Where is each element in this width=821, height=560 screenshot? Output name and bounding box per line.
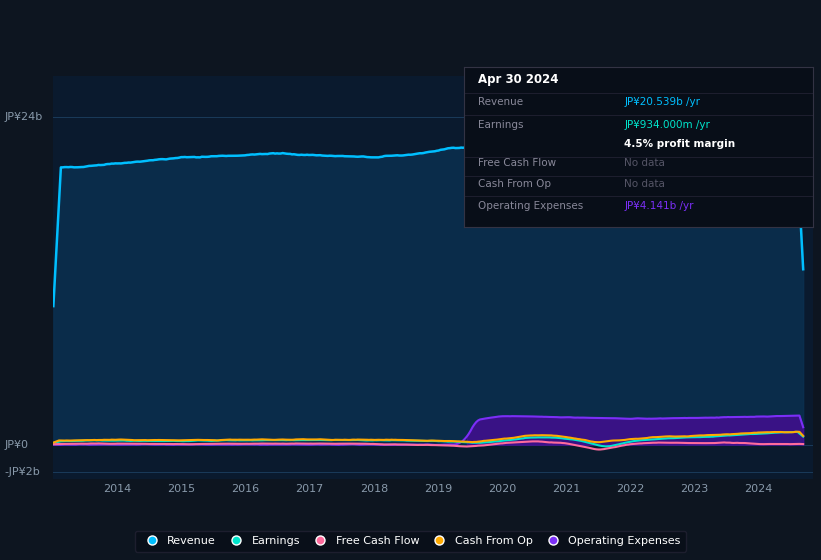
Text: JP¥934.000m /yr: JP¥934.000m /yr: [624, 120, 710, 130]
Text: -JP¥2b: -JP¥2b: [4, 467, 40, 477]
Text: JP¥24b: JP¥24b: [4, 111, 43, 122]
Text: Cash From Op: Cash From Op: [478, 179, 551, 189]
Legend: Revenue, Earnings, Free Cash Flow, Cash From Op, Operating Expenses: Revenue, Earnings, Free Cash Flow, Cash …: [135, 530, 686, 552]
Text: Operating Expenses: Operating Expenses: [478, 201, 583, 211]
Text: Earnings: Earnings: [478, 120, 523, 130]
Text: Apr 30 2024: Apr 30 2024: [478, 73, 558, 86]
Text: Revenue: Revenue: [478, 97, 523, 108]
Text: JP¥20.539b /yr: JP¥20.539b /yr: [624, 97, 700, 108]
Text: JP¥0: JP¥0: [4, 440, 28, 450]
Text: No data: No data: [624, 179, 665, 189]
Text: Free Cash Flow: Free Cash Flow: [478, 158, 556, 168]
Text: No data: No data: [624, 158, 665, 168]
Text: JP¥4.141b /yr: JP¥4.141b /yr: [624, 201, 694, 211]
Text: 4.5% profit margin: 4.5% profit margin: [624, 139, 736, 149]
